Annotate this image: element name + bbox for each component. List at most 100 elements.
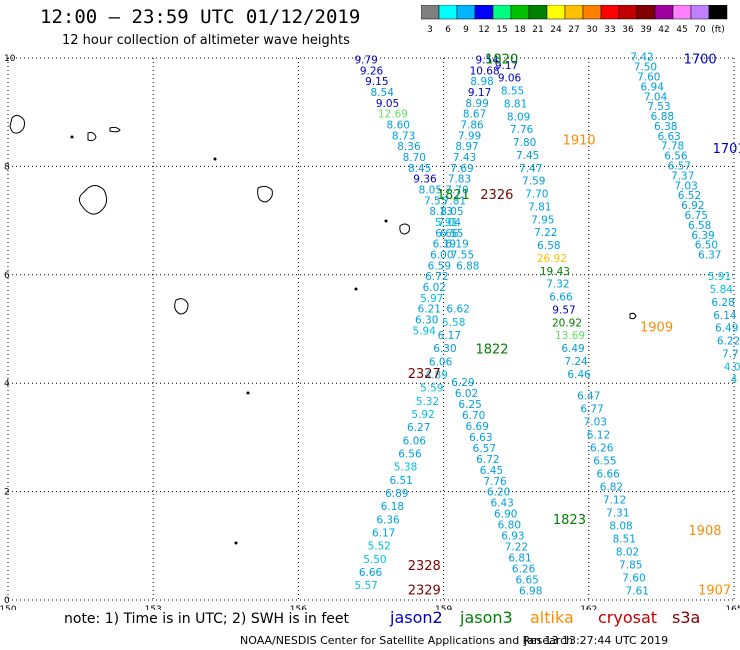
- wave-height-value: 12.69: [378, 109, 408, 121]
- wave-height-value: 9.54: [475, 54, 499, 66]
- legend-jason3: jason3: [460, 608, 513, 627]
- wave-height-value: 8.97: [455, 141, 478, 153]
- wave-height-value: 6.75: [685, 210, 708, 222]
- colorbar-label: 18: [514, 25, 526, 35]
- wave-height-value: 6.14: [713, 310, 737, 322]
- wave-height-value: 7.22: [534, 227, 557, 239]
- wave-height-value: 6.65: [515, 575, 538, 587]
- wave-height-value: 7.76: [510, 124, 534, 136]
- wave-height-value: 7.70: [445, 185, 468, 197]
- units-note: note: 1) Time is in UTC; 2) SWH is in fe…: [64, 611, 350, 627]
- wave-height-value: 19.43: [540, 266, 570, 278]
- wave-height-value: 6.66: [359, 567, 383, 579]
- legend-s3a: s3a: [672, 608, 701, 627]
- wave-height-value: 6.93: [501, 531, 524, 543]
- page-subtitle: 12 hour collection of altimeter wave hei…: [62, 33, 350, 48]
- colorbar-label: (ft): [711, 25, 725, 35]
- wave-height-value: 6.88: [651, 111, 674, 123]
- credit-text: NOAA/NESDIS Center for Satellite Applica…: [240, 634, 574, 647]
- wave-height-value: 7.03: [584, 416, 607, 428]
- wave-height-value: 6.66: [435, 228, 459, 240]
- wave-height-value: 5.57: [354, 580, 377, 592]
- wave-height-value: 5.91: [708, 271, 731, 283]
- pass-time-label: 1907: [698, 584, 731, 599]
- wave-height-value: 9.05: [376, 98, 399, 110]
- wave-height-value: 6.89: [385, 488, 408, 500]
- wave-height-value: 6.58: [537, 240, 560, 252]
- x-tick-label: 156: [290, 605, 307, 610]
- wave-height-value: 9.06: [498, 73, 522, 85]
- colorbar-label: 42: [658, 25, 669, 35]
- wave-height-value: 6.49: [715, 323, 738, 335]
- wave-height-value: 6.00: [430, 250, 453, 262]
- wave-height-value: 8.73: [392, 130, 415, 142]
- wave-height-value: 5.94: [413, 325, 437, 337]
- wave-height-value: 6.49: [561, 343, 584, 355]
- x-tick-label: 162: [580, 605, 597, 610]
- wave-height-value: 7.69: [450, 163, 473, 175]
- island-outline: [399, 223, 410, 235]
- wave-height-value: 5.58: [442, 317, 465, 329]
- wave-height-value: 13.69: [555, 330, 585, 342]
- wave-height-value: 9.26: [360, 65, 384, 77]
- wave-height-value: 8.70: [403, 152, 426, 164]
- wave-height-value: 9.36: [413, 174, 437, 186]
- pass-time-label: 1909: [640, 321, 673, 336]
- wave-height-value: 7.85: [619, 560, 642, 572]
- wave-height-value: 6.66: [549, 292, 573, 304]
- wave-height-value: 6.46: [567, 369, 591, 381]
- colorbar-label: 36: [622, 25, 634, 35]
- pass-time-label: 1700: [684, 52, 717, 67]
- wave-height-value: 6.17: [372, 528, 395, 540]
- wave-height-value: 5.91: [435, 217, 458, 229]
- wave-height-value: 7.60: [622, 573, 645, 585]
- colorbar-label: 70: [694, 25, 706, 35]
- wave-height-value: 6.57: [473, 443, 496, 455]
- wave-height-value: 6.72: [476, 454, 499, 466]
- legend-altika: altika: [530, 608, 574, 627]
- island-outline: [246, 391, 250, 395]
- wave-height-value: 6.63: [469, 432, 492, 444]
- pass-time-label: 2327: [408, 367, 441, 382]
- wave-height-value: 5.84: [710, 284, 734, 296]
- wave-height-value: 6.77: [580, 403, 603, 415]
- wave-height-value: 7.31: [606, 508, 629, 520]
- pass-time-label: 1823: [553, 513, 586, 528]
- wave-height-value: 6.70: [462, 410, 485, 422]
- timestamp-text: Jan 13 13:27:44 UTC 2019: [524, 634, 669, 647]
- wave-height-value: 7.47: [519, 163, 542, 175]
- wave-height-value: 6.47: [577, 390, 600, 402]
- colorbar-label: 33: [604, 25, 615, 35]
- wave-height-value: 6.36: [376, 514, 400, 526]
- island-outline: [354, 287, 358, 291]
- wave-height-value: 6.90: [494, 509, 517, 521]
- wave-height-value: 7.70: [525, 189, 548, 201]
- wave-height-value: 6.19: [433, 239, 456, 251]
- wave-height-value: 9.15: [365, 76, 388, 88]
- island-outline: [384, 219, 388, 223]
- wave-height-value: 7.59: [522, 176, 545, 188]
- wave-height-value: 5.52: [368, 541, 391, 553]
- wave-height-value: 6.37: [698, 250, 721, 262]
- wave-height-value: 7.03: [674, 180, 697, 192]
- wave-height-value: 7.81: [528, 201, 551, 213]
- y-tick-label: 8: [4, 162, 10, 172]
- wave-height-value: 10.68: [470, 65, 500, 77]
- color-scale-bar: 3 6 9 12 15 18 21 24 27 30 33 36 39 42 45 70 (ft): [421, 5, 728, 35]
- wave-height-value: 7.81: [443, 195, 466, 207]
- colorbar-label: 12: [478, 25, 489, 35]
- pass-time-label: 1820: [485, 52, 518, 67]
- wave-height-value: 7.12: [603, 495, 626, 507]
- wave-height-value: 6.06: [429, 356, 453, 368]
- wave-height-value: 6.30: [415, 315, 438, 327]
- wave-height-value: 7.60: [637, 71, 660, 83]
- y-tick-label: 2: [4, 488, 10, 498]
- wave-height-value: 7.76: [483, 476, 507, 488]
- colorbar-label: 6: [445, 25, 451, 35]
- colorbar-label: 9: [463, 25, 469, 35]
- wave-height-value: 5.92: [411, 409, 434, 421]
- wave-height-value: 6.45: [480, 465, 503, 477]
- wave-height-value: 6.06: [403, 435, 427, 447]
- wave-height-value: 7.80: [513, 137, 536, 149]
